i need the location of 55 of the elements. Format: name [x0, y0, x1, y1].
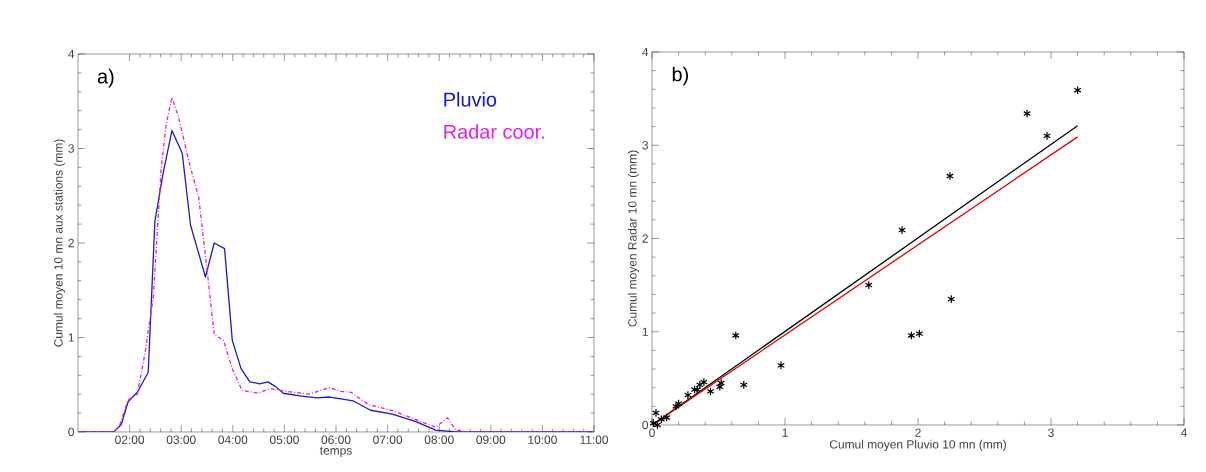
annotation: b): [672, 66, 688, 86]
x-tick-label: 4: [1180, 428, 1187, 437]
x-axis-title: Cumul moyen Pluvio 10 mn (mm): [829, 439, 1006, 451]
point: [915, 329, 924, 338]
y-tick-label: 1: [68, 333, 74, 342]
y-tick-label: 4: [642, 47, 649, 57]
x-tick-label: 11:00: [580, 435, 609, 444]
y-tick-label: 2: [642, 234, 648, 243]
x-tick-label: 06:00: [321, 435, 351, 444]
point: [898, 225, 906, 235]
x-tick-label: 02:00: [115, 435, 145, 444]
y-tick-label: 1: [642, 327, 648, 336]
point: [715, 382, 724, 392]
point: [946, 171, 954, 181]
x-tick-label: 05:00: [269, 435, 299, 444]
x-tick-label: 07:00: [373, 435, 403, 444]
point: [684, 390, 692, 400]
y-axis-title: Cumul moyen 10 mn aux stations (mm): [53, 139, 65, 347]
x-tick-label: 3: [1048, 428, 1054, 437]
point: [1023, 109, 1031, 118]
y-tick-label: 4: [68, 49, 75, 59]
point: [706, 387, 715, 396]
point: [907, 331, 916, 340]
y-tick-label: 3: [68, 144, 74, 153]
point: [1043, 131, 1051, 141]
y-tick-label: 2: [68, 238, 74, 248]
y-axis-title: Cumul moyen Radar 10 mn (mm): [627, 150, 639, 327]
point: [1073, 85, 1082, 95]
x-axis-title: temps: [319, 446, 352, 458]
x-tick-label: 08:00: [424, 435, 454, 444]
point: [777, 360, 785, 370]
text: Pluvio: [444, 92, 497, 107]
point: [864, 280, 873, 290]
x-tick-label: 0: [649, 428, 655, 437]
x-tick-label: 2: [915, 428, 921, 437]
point: [674, 399, 683, 408]
point: [696, 380, 704, 390]
y-tick-label: 0: [642, 420, 649, 430]
point: [717, 378, 726, 388]
point: [693, 385, 702, 394]
annotation: a): [97, 68, 114, 88]
point: [672, 401, 680, 411]
point: [690, 385, 699, 394]
x-tick-label: 1: [782, 428, 788, 437]
point: [731, 331, 740, 340]
point: [662, 413, 671, 422]
x-tick-label: 10:00: [528, 435, 557, 444]
point: [947, 294, 956, 304]
x-tick-label: 03:00: [166, 435, 196, 444]
point: [739, 380, 748, 390]
y-tick-label: 3: [642, 141, 648, 150]
text: Radar coor.: [444, 124, 544, 139]
point: [700, 377, 708, 387]
x-tick-label: 04:00: [218, 435, 248, 444]
x-tick-label: 09:00: [476, 435, 506, 444]
